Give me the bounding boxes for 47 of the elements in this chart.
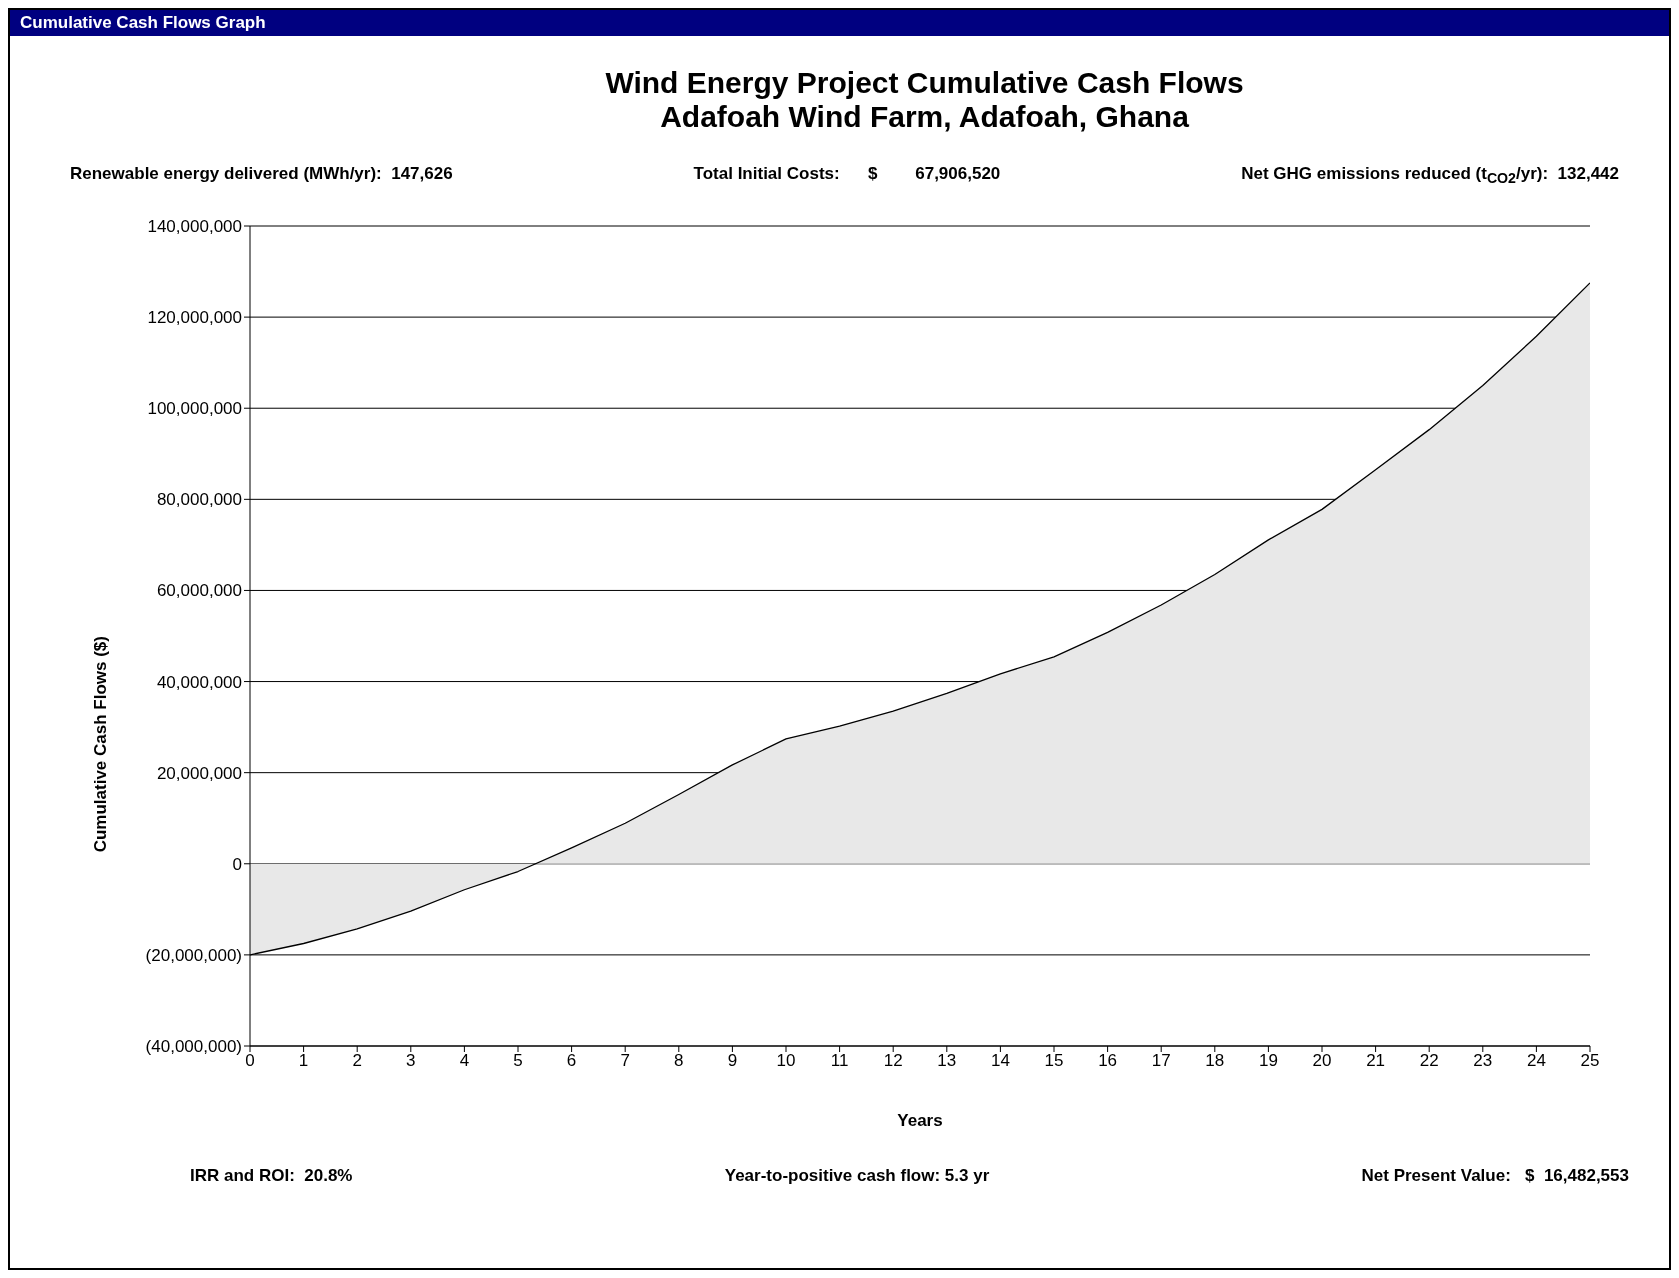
x-tick-label: 4 — [459, 1051, 470, 1071]
x-tick-label: 9 — [727, 1051, 738, 1071]
chart-title: Wind Energy Project Cumulative Cash Flows — [604, 66, 1245, 100]
x-tick-label: 15 — [1044, 1051, 1064, 1071]
x-tick-label: 18 — [1205, 1051, 1225, 1071]
x-tick-label: 16 — [1098, 1051, 1118, 1071]
x-tick-label: 11 — [830, 1051, 849, 1071]
x-tick-label: 24 — [1526, 1051, 1546, 1071]
x-tick-label: 8 — [674, 1051, 684, 1071]
x-tick-label: 14 — [990, 1051, 1010, 1071]
x-tick-label: 17 — [1151, 1051, 1171, 1071]
chart-subtitle: Adafoah Wind Farm, Adafoah, Ghana — [659, 100, 1190, 134]
x-tick-label: 22 — [1419, 1051, 1439, 1071]
x-tick-label: 6 — [566, 1051, 577, 1071]
y-tick-label: 60,000,000 — [156, 581, 242, 601]
x-axis-title: Years — [897, 1111, 943, 1131]
x-tick-label: 20 — [1312, 1051, 1332, 1071]
x-tick-label: 19 — [1258, 1051, 1278, 1071]
text: Cumulative Cash Flows Graph — [10, 10, 1669, 36]
y-tick-label: 80,000,000 — [156, 490, 242, 510]
y-tick-label: 20,000,000 — [156, 764, 242, 784]
x-tick-label: 1 — [298, 1051, 309, 1071]
x-tick-label: 2 — [352, 1051, 362, 1071]
y-tick-label: (40,000,000) — [145, 1037, 242, 1057]
y-axis-title: Cumulative Cash Flows ($) — [91, 636, 111, 853]
x-tick-label: 23 — [1473, 1051, 1493, 1071]
text: Net GHG emissions reduced (t$_{CO2}$/yr): 132,442 — [1241, 164, 1619, 187]
y-tick-label: 120,000,000 — [147, 308, 242, 328]
x-tick-label: 0 — [245, 1051, 255, 1071]
text: IRR and ROI: 20.8% — [190, 1166, 353, 1187]
y-tick-label: 0 — [232, 855, 242, 875]
text: Total Initial Costs: $ 67,906,520 — [693, 164, 1001, 185]
y-tick-label: 140,000,000 — [147, 217, 242, 237]
x-tick-label: 21 — [1366, 1051, 1386, 1071]
x-tick-label: 12 — [883, 1051, 903, 1071]
y-tick-label: 40,000,000 — [156, 672, 242, 692]
x-tick-label: 10 — [776, 1051, 796, 1071]
x-tick-label: 7 — [620, 1051, 630, 1071]
x-tick-label: 25 — [1580, 1051, 1600, 1071]
x-tick-label: 13 — [937, 1051, 957, 1071]
x-tick-label: 3 — [406, 1051, 416, 1071]
text: Renewable energy delivered (MWh/yr): 147,626 — [70, 164, 453, 185]
y-tick-label: (20,000,000) — [145, 946, 242, 966]
text: Net Present Value: $ 16,482,553 — [1361, 1166, 1629, 1187]
text: Year-to-positive cash flow: 5.3 yr — [724, 1166, 990, 1187]
y-tick-label: 100,000,000 — [147, 399, 242, 419]
x-tick-label: 5 — [513, 1051, 523, 1071]
